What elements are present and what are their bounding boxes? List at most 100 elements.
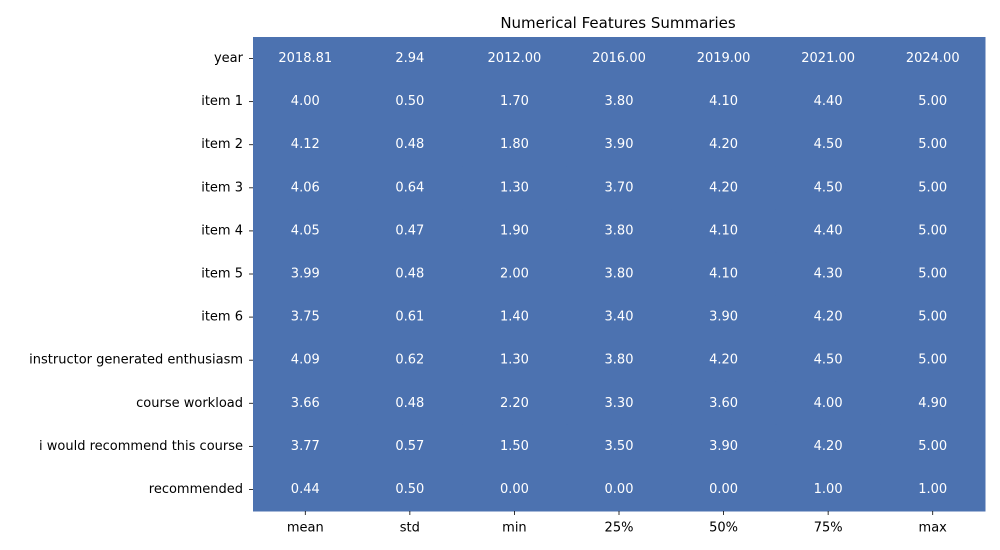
heatmap-cell (357, 424, 463, 469)
cell-value-label: 4.06 (291, 180, 320, 195)
heatmap-cell (880, 252, 986, 297)
cell-value-label: 0.48 (395, 396, 424, 411)
heatmap-cell (462, 295, 568, 340)
heatmap-cell (462, 467, 568, 512)
cell-value-label: 2018.81 (278, 51, 332, 66)
heatmap-cell (880, 381, 986, 426)
heatmap-cell (566, 424, 672, 469)
heatmap-cell (462, 80, 568, 124)
cell-value-label: 5.00 (918, 439, 947, 454)
column-label: mean (287, 521, 324, 536)
heatmap-cell (880, 424, 986, 469)
cell-value-label: 4.50 (814, 180, 843, 195)
heatmap-cell (357, 467, 463, 512)
heatmap-cell (253, 123, 359, 167)
heatmap-cell (566, 80, 672, 124)
heatmap-cell (357, 295, 463, 340)
heatmap-cell (462, 166, 568, 210)
cell-value-label: 1.00 (814, 482, 843, 497)
heatmap-cell (880, 209, 986, 253)
cell-value-label: 3.30 (605, 396, 634, 411)
heatmap-cell (775, 338, 881, 383)
heatmap-cell (253, 381, 359, 426)
heatmap-cell (357, 37, 463, 81)
heatmap-cell (671, 295, 777, 340)
cell-value-label: 4.50 (814, 353, 843, 368)
heatmap-cell (253, 166, 359, 210)
cell-value-label: 4.90 (918, 396, 947, 411)
heatmap-cell (775, 467, 881, 512)
row-label: item 2 (201, 137, 243, 152)
heatmap-cell (880, 37, 986, 81)
chart-title: Numerical Features Summaries (500, 14, 736, 32)
heatmap-cell (253, 424, 359, 469)
heatmap-cell (566, 123, 672, 167)
heatmap-cell (671, 381, 777, 426)
cell-value-label: 0.00 (709, 482, 738, 497)
row-label: instructor generated enthusiasm (29, 353, 243, 368)
cell-value-label: 1.30 (500, 180, 529, 195)
cell-value-label: 1.50 (500, 439, 529, 454)
cell-value-label: 1.70 (500, 94, 529, 109)
cell-value-label: 4.30 (814, 267, 843, 282)
heatmap-cell (671, 338, 777, 383)
heatmap-cells (253, 37, 986, 512)
heatmap-cell (880, 80, 986, 124)
cell-value-label: 0.47 (395, 223, 424, 238)
row-label: item 3 (201, 180, 243, 195)
heatmap-cell (462, 381, 568, 426)
cell-value-label: 0.61 (395, 310, 424, 325)
heatmap-cell (671, 123, 777, 167)
heatmap-cell (253, 252, 359, 297)
heatmap-cell (880, 338, 986, 383)
cell-value-label: 4.10 (709, 94, 738, 109)
cell-value-label: 0.00 (500, 482, 529, 497)
heatmap-cell (775, 166, 881, 210)
heatmap-cell (775, 123, 881, 167)
cell-value-label: 1.90 (500, 223, 529, 238)
cell-value-label: 3.70 (605, 180, 634, 195)
cell-value-label: 4.05 (291, 223, 320, 238)
heatmap-cell (253, 338, 359, 383)
heatmap-cell (775, 424, 881, 469)
cell-value-label: 2019.00 (697, 51, 751, 66)
heatmap-cell (566, 37, 672, 81)
row-label: item 4 (201, 223, 243, 238)
cell-value-label: 5.00 (918, 94, 947, 109)
row-label: course workload (136, 396, 243, 411)
heatmap-cell (357, 252, 463, 297)
cell-value-label: 3.75 (291, 310, 320, 325)
heatmap-cell (566, 381, 672, 426)
cell-value-label: 0.44 (291, 482, 320, 497)
heatmap-cell (671, 166, 777, 210)
heatmap-cell (462, 424, 568, 469)
cell-value-label: 3.99 (291, 267, 320, 282)
cell-value-label: 0.62 (395, 353, 424, 368)
row-label: item 5 (201, 267, 243, 282)
cell-value-label: 0.57 (395, 439, 424, 454)
heatmap-cell (775, 209, 881, 253)
cell-value-label: 4.20 (709, 137, 738, 152)
heatmap-cell (775, 381, 881, 426)
cell-value-label: 4.12 (291, 137, 320, 152)
heatmap-cell (462, 209, 568, 253)
column-label: 75% (814, 521, 843, 536)
heatmap-cell (775, 295, 881, 340)
cell-value-label: 3.90 (709, 439, 738, 454)
cell-value-label: 3.80 (605, 94, 634, 109)
cell-value-label: 2024.00 (906, 51, 960, 66)
row-label: year (214, 51, 244, 66)
heatmap-cell (775, 37, 881, 81)
heatmap-cell (462, 37, 568, 81)
cell-value-label: 1.00 (918, 482, 947, 497)
column-label: std (400, 521, 420, 536)
cell-value-label: 3.66 (291, 396, 320, 411)
cell-value-label: 2.94 (395, 51, 424, 66)
heatmap-cell (253, 80, 359, 124)
cell-value-label: 2021.00 (801, 51, 855, 66)
heatmap-cell (566, 467, 672, 512)
cell-value-label: 0.48 (395, 137, 424, 152)
heatmap-cell (671, 467, 777, 512)
cell-value-label: 3.40 (605, 310, 634, 325)
